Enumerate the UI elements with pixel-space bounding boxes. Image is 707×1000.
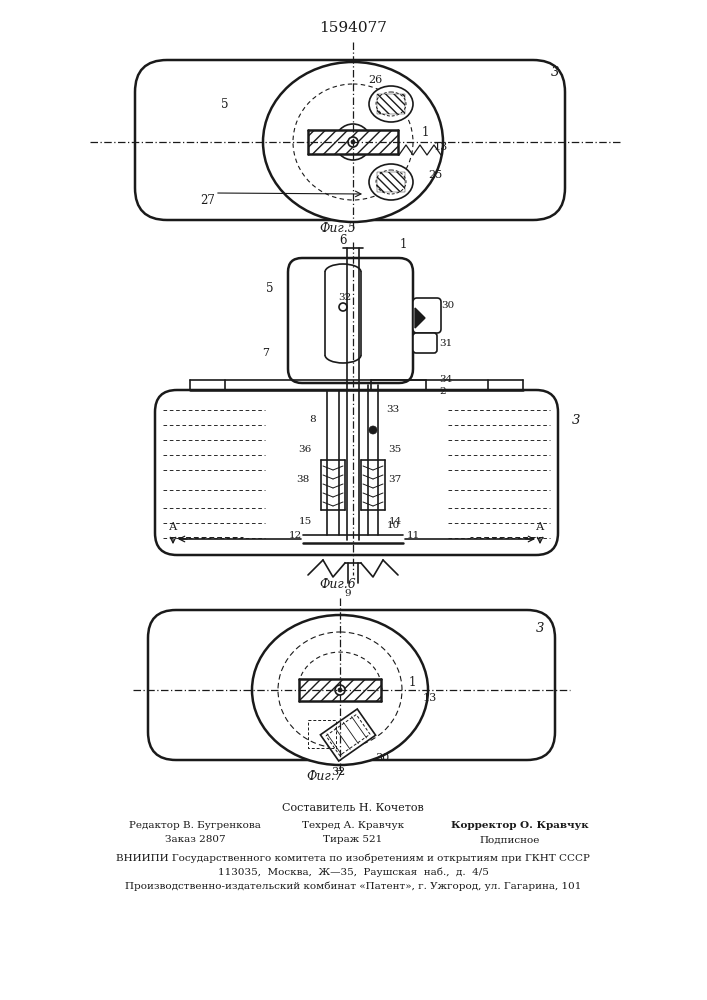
FancyBboxPatch shape [288,258,413,383]
Text: Производственно-издательский комбинат «Патент», г. Ужгород, ул. Гагарина, 101: Производственно-издательский комбинат «П… [125,881,581,891]
Bar [377,94,405,114]
Text: Фиг.7: Фиг.7 [307,770,344,782]
FancyBboxPatch shape [148,610,555,760]
Text: 32: 32 [339,294,351,302]
Text: 36: 36 [298,446,312,454]
Text: 33: 33 [386,406,399,414]
Text: 5: 5 [267,282,274,294]
Text: 15: 15 [298,518,312,526]
Text: 3: 3 [572,414,580,426]
FancyBboxPatch shape [155,390,558,555]
Circle shape [338,688,342,692]
Text: 32: 32 [331,767,345,777]
Text: 35: 35 [388,446,402,454]
FancyBboxPatch shape [413,298,441,333]
Text: 2: 2 [440,387,446,396]
Text: Техред А. Кравчук: Техред А. Кравчук [302,820,404,830]
Text: 31: 31 [439,340,452,349]
Text: 10: 10 [386,520,399,530]
Text: 37: 37 [388,476,402,485]
Text: 1: 1 [409,676,416,688]
Text: А: А [536,522,544,532]
Text: Редактор В. Бугренкова: Редактор В. Бугренкова [129,820,261,830]
Text: 12: 12 [288,530,302,540]
Text: 3: 3 [551,66,559,79]
Text: 1: 1 [421,125,428,138]
Text: 13: 13 [423,693,437,703]
FancyBboxPatch shape [135,60,565,220]
Text: 5: 5 [221,99,229,111]
Polygon shape [415,308,425,328]
Text: 1: 1 [399,237,407,250]
FancyBboxPatch shape [320,709,375,761]
Text: ВНИИПИ Государственного комитета по изобретениям и открытиям при ГКНТ СССР: ВНИИПИ Государственного комитета по изоб… [116,853,590,863]
Text: Подписное: Подписное [480,836,540,844]
Text: 30: 30 [375,753,389,763]
Bar [377,172,405,192]
Text: 11: 11 [407,530,420,540]
Ellipse shape [369,86,413,122]
Text: А: А [169,522,177,532]
Text: 25: 25 [428,170,442,180]
Text: 3: 3 [536,621,544,635]
Text: Составитель Н. Кочетов: Составитель Н. Кочетов [282,803,424,813]
Text: Корректор О. Кравчук: Корректор О. Кравчук [451,820,589,830]
Text: 6: 6 [339,233,346,246]
Text: 13: 13 [434,142,448,152]
Text: 30: 30 [441,302,455,310]
Text: 7: 7 [262,348,269,358]
Circle shape [351,140,355,144]
Circle shape [339,303,347,311]
Text: 38: 38 [296,476,310,485]
Circle shape [335,685,345,695]
Text: 26: 26 [368,75,382,85]
Text: Фиг.5: Фиг.5 [320,222,356,234]
Circle shape [348,137,358,147]
Text: Заказ 2807: Заказ 2807 [165,836,226,844]
Circle shape [335,124,371,160]
Text: 1594077: 1594077 [319,21,387,35]
FancyBboxPatch shape [413,333,437,353]
Text: 34: 34 [439,375,452,384]
Text: 113035,  Москва,  Ж—35,  Раушская  наб.,  д.  4/5: 113035, Москва, Ж—35, Раушская наб., д. … [218,867,489,877]
Circle shape [369,426,377,434]
Ellipse shape [369,164,413,200]
Text: Тираж 521: Тираж 521 [323,836,382,844]
Text: 8: 8 [310,416,316,424]
Ellipse shape [252,615,428,765]
Text: Фиг.6: Фиг.6 [320,578,356,591]
Text: 27: 27 [201,194,216,207]
Text: 14: 14 [388,518,402,526]
Ellipse shape [263,62,443,222]
Bar [299,679,381,701]
Bar [308,130,398,154]
Text: 9: 9 [345,588,351,597]
